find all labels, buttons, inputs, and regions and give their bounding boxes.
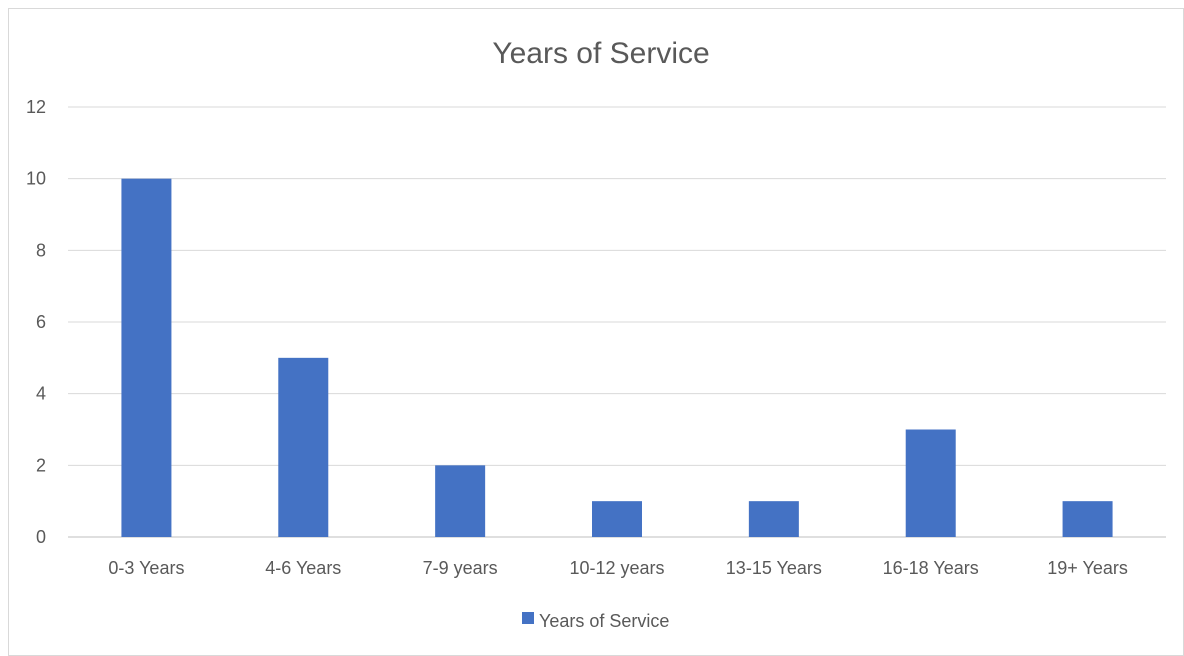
- y-tick-label: 6: [36, 312, 46, 332]
- bar: [278, 357, 329, 537]
- legend-label: Years of Service: [539, 611, 669, 631]
- bar: [748, 501, 799, 537]
- y-tick-label: 12: [26, 97, 46, 117]
- x-tick-label: 16-18 Years: [883, 558, 979, 578]
- bars: [121, 178, 1113, 537]
- chart-frame: [8, 8, 1184, 656]
- x-tick-label: 7-9 years: [423, 558, 498, 578]
- y-tick-label: 2: [36, 455, 46, 475]
- x-tick-label: 4-6 Years: [265, 558, 341, 578]
- y-tick-label: 8: [36, 240, 46, 260]
- chart-title: Years of Service: [492, 37, 709, 70]
- legend: Years of Service: [522, 611, 669, 631]
- y-tick-label: 0: [36, 527, 46, 547]
- bar: [592, 501, 642, 537]
- y-tick-label: 10: [26, 169, 46, 189]
- x-tick-label: 10-12 years: [569, 558, 664, 578]
- bar: [435, 465, 486, 537]
- legend-swatch: [522, 612, 534, 624]
- bar: [1062, 501, 1113, 537]
- x-tick-label: 0-3 Years: [108, 558, 184, 578]
- bar: [121, 178, 172, 537]
- x-tick-label: 19+ Years: [1047, 558, 1128, 578]
- y-tick-label: 4: [36, 384, 46, 404]
- gridlines: [68, 106, 1166, 466]
- x-axis-ticks: 0-3 Years 4-6 Years 7-9 years 10-12 years 13…: [108, 558, 1127, 578]
- x-tick-label: 13-15 Years: [726, 558, 822, 578]
- y-axis-ticks: 0 2 4 6 8 10 12: [26, 97, 46, 547]
- bar: [905, 429, 956, 537]
